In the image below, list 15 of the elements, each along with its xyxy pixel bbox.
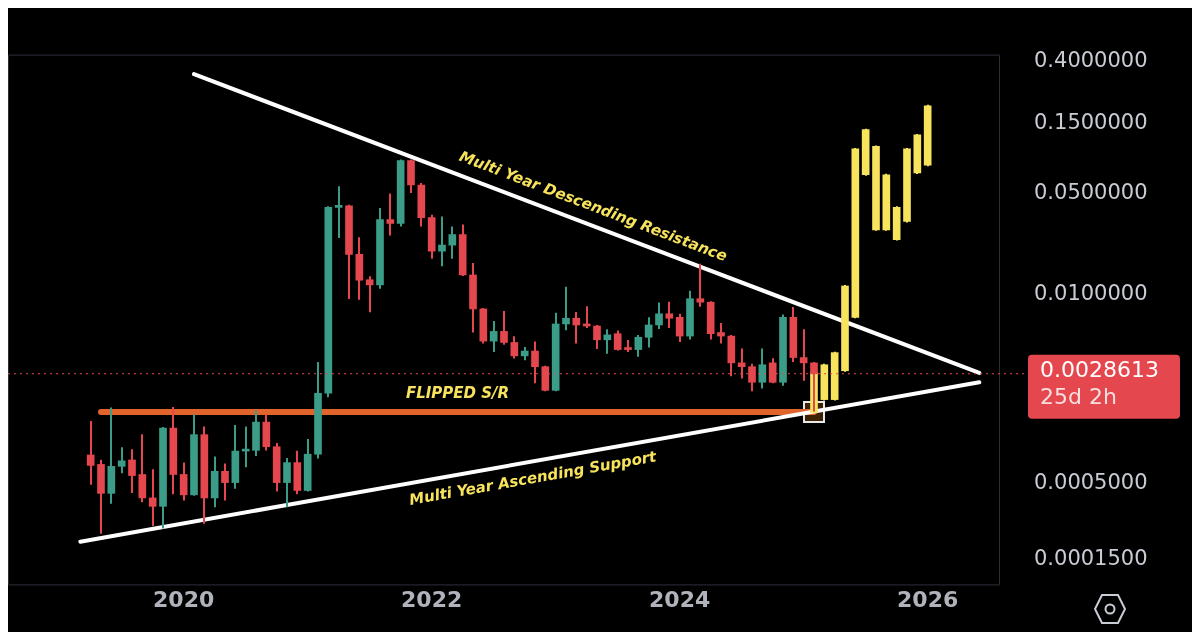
y-tick-label: 0.0005000 [1034, 470, 1148, 495]
ref-line-label: 0.0028613 [1040, 357, 1159, 383]
y-tick-label: 0.0500000 [1034, 179, 1148, 204]
candlestick [624, 340, 632, 353]
x-tick-label: 2020 [153, 587, 215, 613]
text: Multi Year Ascending Support [407, 447, 659, 509]
text: 25d 2h [1040, 384, 1117, 410]
x-tick-label: 2022 [401, 587, 463, 613]
series-label: FLIPPED S/R [405, 384, 510, 403]
y-tick-label: 0.4000000 [1034, 48, 1148, 73]
y-tick-label: 0.0001500 [1034, 546, 1148, 571]
y-tick-label: 0.0100000 [1034, 281, 1148, 306]
x-tick-label: 2024 [649, 587, 711, 613]
x-tick-label: 2026 [897, 587, 959, 613]
y-tick-label: 0.1500000 [1034, 110, 1148, 135]
